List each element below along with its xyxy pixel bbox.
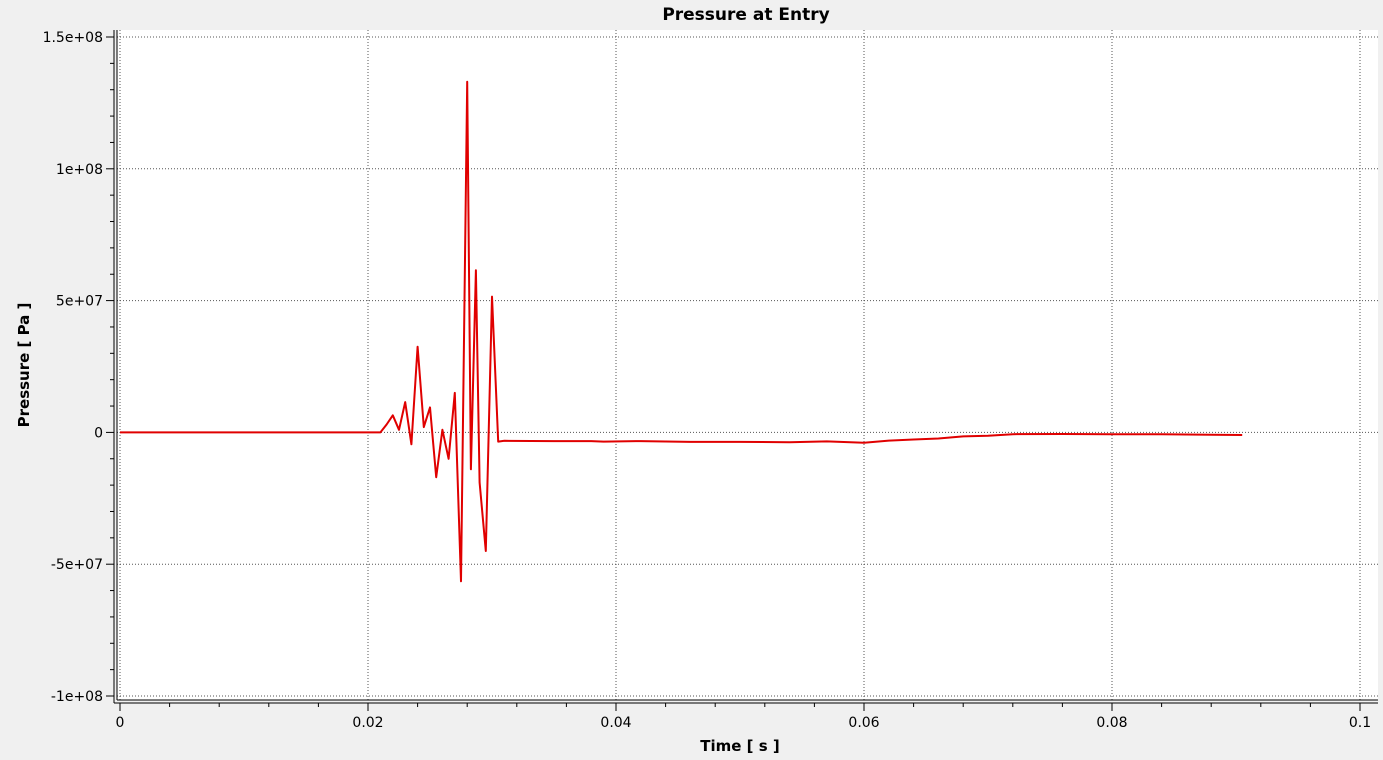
series — [120, 80, 1243, 583]
chart-title: Pressure at Entry — [662, 5, 829, 25]
tick-labels: 0 0.02 0.04 0.06 0.08 0.1 -1e+08 -5e+07 0 5e+07 1e… — [43, 30, 1372, 731]
x-tick-label: 0 — [116, 715, 125, 731]
y-tick-label: -5e+07 — [51, 557, 103, 573]
x-axis-label: Time [ s ] — [700, 737, 779, 755]
grid — [117, 30, 1378, 700]
y-tick-label: -1e+08 — [51, 689, 103, 705]
x-tick-label: 0.04 — [600, 715, 631, 731]
y-axis-label: Pressure [ Pa ] — [15, 303, 33, 428]
x-tick-label: 0.1 — [1349, 715, 1371, 731]
axes — [106, 30, 1378, 711]
y-tick-label: 1.5e+08 — [43, 30, 103, 46]
y-tick-label: 1e+08 — [56, 162, 103, 178]
plot-area — [117, 30, 1378, 700]
x-tick-label: 0.08 — [1096, 715, 1127, 731]
series-line — [120, 80, 1243, 583]
y-tick-label: 5e+07 — [56, 294, 103, 310]
x-tick-label: 0.02 — [352, 715, 383, 731]
y-tick-label: 0 — [94, 425, 103, 441]
x-tick-label: 0.06 — [848, 715, 879, 731]
